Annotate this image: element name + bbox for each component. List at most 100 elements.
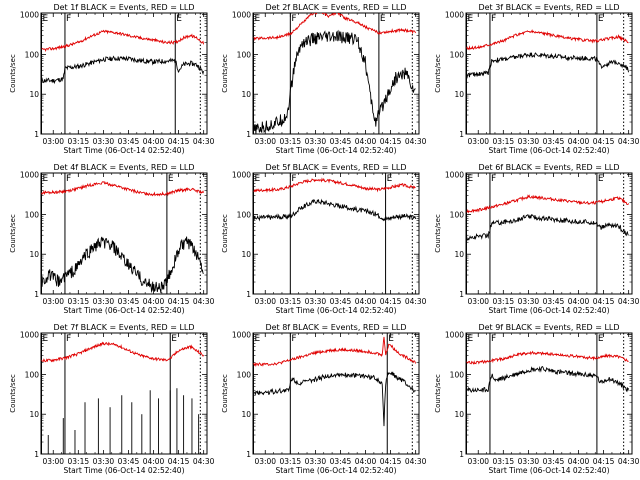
x-tick-label: 04:00 bbox=[568, 457, 590, 466]
panel-title: Det 9f BLACK = Events, RED = LLD bbox=[478, 323, 619, 332]
x-tick-label: 03:45 bbox=[118, 137, 140, 146]
time-marker-label: F bbox=[491, 14, 496, 24]
time-marker-label: E bbox=[255, 334, 261, 344]
x-tick-label: 04:30 bbox=[618, 457, 640, 466]
x-tick-label: 04:15 bbox=[380, 457, 402, 466]
panel-title: Det 5f BLACK = Events, RED = LLD bbox=[265, 163, 406, 172]
x-tick-label: 03:00 bbox=[254, 297, 276, 306]
x-tick-label: 04:15 bbox=[593, 137, 615, 146]
x-tick-label: 03:00 bbox=[42, 137, 64, 146]
y-tick-label: 10 bbox=[29, 250, 39, 259]
x-tick-label: 03:00 bbox=[254, 457, 276, 466]
x-tick-label: 04:00 bbox=[355, 137, 377, 146]
x-tick-label: 04:30 bbox=[405, 297, 427, 306]
x-tick-label: 03:15 bbox=[280, 137, 302, 146]
time-marker-label: E bbox=[468, 334, 474, 344]
time-marker-label: E bbox=[387, 174, 393, 184]
lld-series-line bbox=[466, 350, 629, 365]
x-tick-label: 04:00 bbox=[355, 297, 377, 306]
time-marker-label: E bbox=[255, 14, 261, 24]
plot-frame bbox=[40, 332, 208, 455]
y-tick-label: 1 bbox=[34, 130, 39, 139]
x-tick-label: 04:30 bbox=[618, 297, 640, 306]
panel-title: Det 7f BLACK = Events, RED = LLD bbox=[53, 323, 194, 332]
panel-det-7: Det 7f BLACK = Events, RED = LLD 1 10 100 10… bbox=[9, 323, 215, 475]
y-tick-label: 1 bbox=[34, 290, 39, 299]
y-axis-label: Counts/sec bbox=[9, 214, 17, 253]
plot-frame bbox=[465, 172, 633, 295]
lld-series-line bbox=[466, 29, 629, 51]
y-tick-label: 100 bbox=[237, 370, 252, 379]
plot-frame bbox=[465, 12, 633, 135]
x-tick-label: 03:30 bbox=[518, 457, 540, 466]
x-tick-label: 03:00 bbox=[467, 457, 489, 466]
data-area bbox=[41, 181, 204, 294]
y-axis-label: Counts/sec bbox=[221, 54, 229, 93]
time-marker-label: E bbox=[598, 174, 604, 184]
y-tick-label: 10 bbox=[454, 90, 464, 99]
x-tick-label: 04:30 bbox=[618, 137, 640, 146]
x-tick-label: 04:30 bbox=[193, 137, 215, 146]
y-axis-label: Counts/sec bbox=[9, 54, 17, 93]
events-series-line bbox=[41, 55, 205, 85]
y-tick-label: 10 bbox=[29, 410, 39, 419]
time-marker-label: E bbox=[598, 334, 604, 344]
x-tick-label: 03:15 bbox=[280, 457, 302, 466]
x-tick-label: 03:00 bbox=[467, 297, 489, 306]
lld-series-line bbox=[466, 194, 629, 214]
x-axis-label: Start Time (06-Oct-14 02:52:40) bbox=[275, 146, 396, 155]
panel-det-3: Det 3f BLACK = Events, RED = LLD 1 10 100 10… bbox=[434, 3, 640, 155]
y-tick-label: 100 bbox=[25, 50, 40, 59]
y-tick-label: 1 bbox=[459, 450, 464, 459]
data-area bbox=[253, 177, 417, 222]
x-axis-label: Start Time (06-Oct-14 02:52:40) bbox=[275, 306, 396, 315]
x-tick-label: 04:00 bbox=[568, 297, 590, 306]
time-marker-label: E bbox=[468, 174, 474, 184]
y-tick-label: 100 bbox=[25, 370, 40, 379]
events-series-line bbox=[41, 236, 204, 294]
y-tick-label: 100 bbox=[25, 210, 40, 219]
y-axis-label: Counts/sec bbox=[221, 214, 229, 253]
data-area bbox=[41, 341, 204, 454]
x-tick-label: 03:15 bbox=[68, 297, 90, 306]
y-axis-label: Counts/sec bbox=[9, 374, 17, 413]
lld-series-line bbox=[41, 29, 205, 53]
y-tick-label: 1 bbox=[246, 450, 251, 459]
events-series-line bbox=[466, 52, 630, 79]
y-tick-label: 1000 bbox=[20, 171, 39, 180]
time-marker-label: F bbox=[66, 174, 71, 184]
x-tick-label: 03:45 bbox=[118, 457, 140, 466]
x-tick-label: 03:15 bbox=[280, 297, 302, 306]
x-tick-label: 04:00 bbox=[568, 137, 590, 146]
y-tick-label: 10 bbox=[241, 90, 251, 99]
x-tick-label: 03:45 bbox=[543, 297, 565, 306]
x-tick-label: 04:15 bbox=[593, 457, 615, 466]
x-tick-label: 04:15 bbox=[168, 137, 190, 146]
plot-frame bbox=[465, 332, 633, 455]
x-axis-label: Start Time (06-Oct-14 02:52:40) bbox=[63, 306, 184, 315]
y-axis-label: Counts/sec bbox=[434, 214, 442, 253]
x-tick-label: 03:15 bbox=[68, 457, 90, 466]
panel-title: Det 8f BLACK = Events, RED = LLD bbox=[265, 323, 406, 332]
panel-det-4: Det 4f BLACK = Events, RED = LLD 1 10 100 10… bbox=[9, 163, 215, 315]
y-tick-label: 1000 bbox=[232, 331, 251, 340]
x-tick-label: 04:00 bbox=[143, 297, 165, 306]
y-tick-label: 10 bbox=[29, 90, 39, 99]
x-tick-label: 04:30 bbox=[193, 457, 215, 466]
time-marker-label: F bbox=[291, 14, 296, 24]
x-axis-label: Start Time (06-Oct-14 02:52:40) bbox=[488, 146, 609, 155]
y-tick-label: 100 bbox=[237, 210, 252, 219]
time-marker-label: F bbox=[66, 14, 71, 24]
events-series-line bbox=[253, 29, 416, 134]
time-marker-label: E bbox=[380, 14, 386, 24]
events-series-line bbox=[253, 371, 416, 427]
x-tick-label: 03:15 bbox=[493, 457, 515, 466]
x-axis-label: Start Time (06-Oct-14 02:52:40) bbox=[488, 466, 609, 475]
time-marker-label: F bbox=[291, 334, 296, 344]
y-tick-label: 1000 bbox=[20, 331, 39, 340]
x-tick-label: 03:30 bbox=[305, 137, 327, 146]
x-tick-label: 04:30 bbox=[405, 137, 427, 146]
x-axis-label: Start Time (06-Oct-14 02:52:40) bbox=[488, 306, 609, 315]
plot-frame bbox=[40, 12, 208, 135]
lld-series-line bbox=[41, 181, 204, 197]
